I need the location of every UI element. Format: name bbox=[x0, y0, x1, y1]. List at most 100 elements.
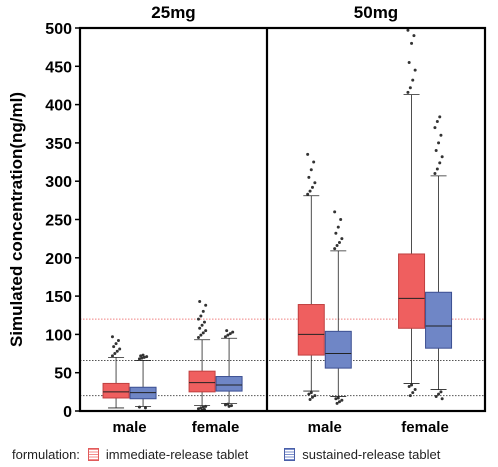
box-25mg-female-sr bbox=[215, 329, 243, 408]
box-plot-chart: 0 50 100 150 200 250 300 350 400 450 500 Simulated… bbox=[7, 3, 487, 436]
outlier-point bbox=[308, 189, 312, 193]
box-iqr bbox=[324, 330, 352, 369]
outlier-point bbox=[196, 407, 200, 411]
outlier-point bbox=[228, 332, 232, 336]
outlier-point bbox=[202, 320, 206, 324]
legend-title: formulation: bbox=[12, 446, 80, 462]
outlier-point bbox=[309, 168, 313, 172]
outlier-point bbox=[335, 401, 339, 405]
outlier-point bbox=[199, 406, 203, 410]
x-tick-label-25mg-male: male bbox=[112, 419, 146, 436]
legend-label-sustained-release: sustained-release tablet bbox=[302, 446, 441, 462]
outlier-point bbox=[142, 355, 146, 359]
outlier-point bbox=[310, 395, 314, 399]
outlier-point bbox=[333, 247, 337, 251]
y-tick-label-300: 300 bbox=[45, 174, 72, 191]
box-25mg-male-sr bbox=[129, 353, 157, 410]
outlier-point bbox=[437, 141, 441, 145]
plot-frame bbox=[78, 26, 487, 413]
outlier-point bbox=[408, 394, 412, 398]
outlier-point bbox=[137, 357, 141, 361]
outlier-point bbox=[433, 126, 437, 130]
outlier-point bbox=[115, 349, 119, 353]
outlier-point bbox=[113, 352, 117, 356]
box-iqr bbox=[215, 376, 243, 392]
outlier-point bbox=[225, 329, 229, 333]
y-tick-label-0: 0 bbox=[63, 404, 72, 421]
y-tick-label-100: 100 bbox=[45, 327, 72, 344]
outlier-point bbox=[412, 34, 416, 38]
box-50mg-male-sr bbox=[324, 210, 352, 405]
outlier-point bbox=[439, 133, 443, 137]
outlier-point bbox=[139, 354, 143, 358]
outlier-point bbox=[413, 388, 417, 392]
outlier-point bbox=[408, 86, 412, 90]
outlier-point bbox=[199, 314, 203, 318]
outlier-point bbox=[307, 175, 311, 179]
outlier-point bbox=[110, 335, 114, 339]
y-tick-label-500: 500 bbox=[45, 21, 72, 38]
outlier-point bbox=[307, 392, 311, 396]
outlier-point bbox=[204, 404, 208, 408]
outlier-point bbox=[434, 394, 438, 398]
outlier-point bbox=[223, 403, 227, 407]
y-tick-label-250: 250 bbox=[45, 213, 72, 230]
outlier-point bbox=[410, 383, 414, 387]
y-tick-label-50: 50 bbox=[54, 366, 72, 383]
outlier-point bbox=[333, 210, 337, 214]
y-tick-label-400: 400 bbox=[45, 98, 72, 115]
y-tick-label-350: 350 bbox=[45, 136, 72, 153]
outlier-point bbox=[435, 167, 439, 171]
legend-swatch-immediate-release bbox=[87, 447, 99, 461]
outlier-point bbox=[407, 384, 411, 388]
outlier-point bbox=[143, 406, 147, 410]
outlier-point bbox=[406, 90, 410, 94]
outlier-point bbox=[310, 185, 314, 189]
outlier-point bbox=[110, 354, 114, 358]
outlier-point bbox=[308, 398, 312, 402]
outlier-point bbox=[340, 237, 344, 241]
box-50mg-female-sr bbox=[425, 115, 453, 401]
outlier-point bbox=[312, 160, 316, 164]
outlier-point bbox=[340, 398, 344, 402]
axes: 0 50 100 150 200 250 300 350 400 450 500 bbox=[45, 21, 487, 421]
box-50mg-female-ir bbox=[398, 28, 426, 398]
outlier-point bbox=[435, 119, 439, 123]
outlier-point bbox=[227, 404, 231, 408]
outlier-point bbox=[439, 390, 443, 394]
outlier-point bbox=[438, 115, 442, 119]
box-plots bbox=[102, 28, 453, 412]
outlier-point bbox=[437, 392, 441, 396]
outlier-point bbox=[140, 356, 144, 360]
box-iqr bbox=[102, 382, 130, 399]
outlier-point bbox=[204, 303, 208, 307]
outlier-point bbox=[336, 396, 340, 400]
outlier-point bbox=[440, 155, 444, 159]
outlier-point bbox=[196, 317, 200, 321]
outlier-point bbox=[204, 329, 208, 333]
outlier-point bbox=[145, 355, 149, 359]
outlier-point bbox=[198, 299, 202, 303]
outlier-point bbox=[309, 391, 313, 395]
x-tick-label-25mg-female: female bbox=[192, 419, 240, 436]
y-tick-label-200: 200 bbox=[45, 251, 72, 268]
x-tick-label-50mg-female: female bbox=[401, 419, 449, 436]
panel-title-25mg: 25mg bbox=[151, 3, 195, 22]
outlier-point bbox=[199, 333, 203, 337]
box-iqr bbox=[425, 291, 453, 349]
outlier-point bbox=[231, 330, 235, 334]
outlier-point bbox=[440, 397, 444, 401]
outlier-point bbox=[411, 78, 415, 82]
legend: formulation: immediate-release tablet su… bbox=[12, 444, 440, 464]
outlier-point bbox=[198, 326, 202, 330]
outlier-point bbox=[200, 323, 204, 327]
outlier-point bbox=[334, 397, 338, 401]
outlier-point bbox=[334, 231, 338, 235]
outlier-point bbox=[410, 41, 414, 45]
box-iqr bbox=[398, 253, 426, 329]
outlier-point bbox=[339, 218, 343, 221]
legend-label-immediate-release: immediate-release tablet bbox=[105, 446, 249, 462]
outlier-point bbox=[201, 331, 205, 335]
y-tick-label-450: 450 bbox=[45, 59, 72, 76]
outlier-point bbox=[201, 405, 205, 409]
